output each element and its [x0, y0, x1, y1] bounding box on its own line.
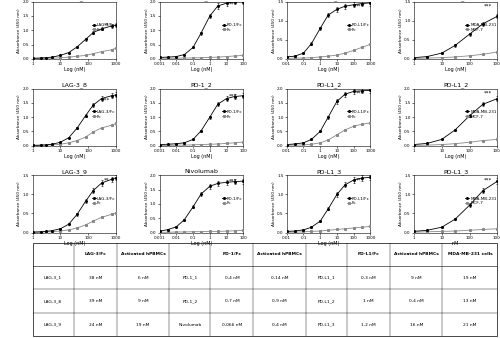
Text: 0,4 nM: 0,4 nM: [409, 299, 424, 303]
X-axis label: Log (nM): Log (nM): [318, 154, 339, 159]
Legend: PD-L1/Fc, Fc: PD-L1/Fc, Fc: [346, 110, 370, 119]
Text: **: **: [104, 177, 109, 182]
Legend: MDA-MB-231, MCF-7: MDA-MB-231, MCF-7: [465, 196, 497, 206]
Legend: LAG-3/Fc, Fc: LAG-3/Fc, Fc: [92, 196, 116, 206]
Title: LAG-3_9: LAG-3_9: [62, 169, 88, 175]
Y-axis label: Absorbance (450 nm): Absorbance (450 nm): [144, 182, 148, 226]
Text: 13 nM: 13 nM: [464, 299, 476, 303]
Title: LAG-3_1: LAG-3_1: [62, 0, 88, 1]
Text: 6 nM: 6 nM: [138, 276, 148, 280]
Text: PD-1/Fc: PD-1/Fc: [222, 252, 242, 257]
Legend: LAG-3/Fc, Fc: LAG-3/Fc, Fc: [92, 110, 116, 119]
Text: Activated hPBMCs: Activated hPBMCs: [257, 252, 302, 257]
Title: PD-1_2: PD-1_2: [190, 82, 212, 88]
Text: 16 nM: 16 nM: [410, 322, 423, 327]
Text: ***: ***: [229, 1, 237, 6]
Text: ***: ***: [484, 90, 492, 95]
X-axis label: Log (nM): Log (nM): [191, 67, 212, 72]
Title: PD-L1_2: PD-L1_2: [443, 82, 468, 88]
Text: LAG-3/Fc: LAG-3/Fc: [84, 252, 106, 257]
Text: LAG-3_9: LAG-3_9: [44, 322, 62, 327]
X-axis label: Log (nM): Log (nM): [318, 67, 339, 72]
X-axis label: Log (nM): Log (nM): [191, 154, 212, 159]
Text: 0,14 nM: 0,14 nM: [271, 276, 288, 280]
Legend: PD-1/Fc, Fc: PD-1/Fc, Fc: [222, 23, 243, 32]
Text: PD-1_2: PD-1_2: [182, 299, 198, 303]
Text: 9 nM: 9 nM: [138, 299, 148, 303]
Text: ***: ***: [356, 3, 364, 8]
Text: ***: ***: [229, 179, 237, 184]
Text: 1 nM: 1 nM: [364, 299, 374, 303]
Y-axis label: Absorbance (450 nm): Absorbance (450 nm): [399, 95, 403, 140]
Text: LAG-3_8: LAG-3_8: [44, 299, 62, 303]
Text: 0,7 nM: 0,7 nM: [224, 299, 240, 303]
Legend: MDA-MB-231, MCF-7: MDA-MB-231, MCF-7: [465, 23, 497, 32]
Text: 19 nM: 19 nM: [464, 276, 476, 280]
Title: PD-L1_1: PD-L1_1: [443, 0, 468, 1]
Text: PD-L1/Fc: PD-L1/Fc: [358, 252, 380, 257]
Text: **: **: [104, 22, 109, 27]
Legend: LAG-3/Fc, Fc: LAG-3/Fc, Fc: [92, 23, 116, 32]
Text: 9 nM: 9 nM: [411, 276, 422, 280]
Title: PD-L1_2: PD-L1_2: [316, 82, 341, 88]
Text: 24 nM: 24 nM: [88, 322, 102, 327]
Text: 0,9 nM: 0,9 nM: [272, 299, 287, 303]
X-axis label: Log (nM): Log (nM): [64, 241, 85, 246]
X-axis label: Log (nM): Log (nM): [64, 154, 85, 159]
Text: 19 nM: 19 nM: [136, 322, 149, 327]
Text: 39 nM: 39 nM: [88, 299, 102, 303]
Text: LAG-3_1: LAG-3_1: [44, 276, 62, 280]
Text: PD-L1_2: PD-L1_2: [318, 299, 335, 303]
Text: 0,4 nM: 0,4 nM: [224, 276, 240, 280]
X-axis label: Log (nM): Log (nM): [64, 67, 85, 72]
Text: 38 nM: 38 nM: [88, 276, 102, 280]
Text: PD-L1_1: PD-L1_1: [318, 276, 335, 280]
Legend: MDA-MB-231, MCF-7: MDA-MB-231, MCF-7: [465, 110, 497, 119]
X-axis label: Log (nM): Log (nM): [318, 241, 339, 246]
Text: 0,4 nM: 0,4 nM: [272, 322, 287, 327]
Y-axis label: Absorbance (450 nm): Absorbance (450 nm): [272, 8, 276, 53]
Text: ***: ***: [484, 3, 492, 8]
Legend: PD-1/Fc, Fc: PD-1/Fc, Fc: [222, 110, 243, 119]
Text: ***: ***: [484, 177, 492, 182]
Y-axis label: Absorbance (450 nm): Absorbance (450 nm): [18, 95, 21, 140]
Y-axis label: Absorbance (450 nm): Absorbance (450 nm): [144, 95, 148, 140]
Title: LAG-3_8: LAG-3_8: [62, 82, 88, 88]
Y-axis label: Absorbance (450 nm): Absorbance (450 nm): [144, 8, 148, 53]
Text: PD-L1_3: PD-L1_3: [318, 322, 335, 327]
Title: Nivolumab: Nivolumab: [184, 169, 218, 174]
Text: ***: ***: [102, 98, 110, 103]
Text: MDA-MB-231 cells: MDA-MB-231 cells: [448, 252, 492, 257]
Text: 0,3 nM: 0,3 nM: [361, 276, 376, 280]
Legend: PD-L1/Fc, Fc: PD-L1/Fc, Fc: [346, 23, 370, 32]
X-axis label: Log (nM): Log (nM): [445, 67, 466, 72]
X-axis label: Log (nM): Log (nM): [445, 154, 466, 159]
Text: Activated hPBMCs: Activated hPBMCs: [120, 252, 166, 257]
Title: PD-1_1: PD-1_1: [190, 0, 212, 1]
X-axis label: Log (nM): Log (nM): [191, 241, 212, 246]
Text: ***: ***: [229, 94, 237, 99]
Text: Activated hPBMCs: Activated hPBMCs: [394, 252, 438, 257]
Title: PD-L1_3: PD-L1_3: [316, 169, 341, 175]
Y-axis label: Absorbance (450 nm): Absorbance (450 nm): [399, 182, 403, 226]
Legend: PD-L1/Fc, Fc: PD-L1/Fc, Fc: [346, 196, 370, 206]
Text: ***: ***: [356, 90, 364, 95]
Y-axis label: Absorbance (450 nm): Absorbance (450 nm): [272, 95, 276, 140]
Text: 1,2 nM: 1,2 nM: [361, 322, 376, 327]
Y-axis label: Absorbance (450 nm): Absorbance (450 nm): [272, 182, 276, 226]
X-axis label: nM: nM: [452, 241, 460, 246]
Text: ***: ***: [356, 177, 364, 182]
Y-axis label: Absorbance (450 nm): Absorbance (450 nm): [399, 8, 403, 53]
Legend: PD-1/Fc, Fc: PD-1/Fc, Fc: [222, 196, 243, 206]
Y-axis label: Absorbance (450 nm): Absorbance (450 nm): [18, 8, 21, 53]
Text: PD-1_1: PD-1_1: [182, 276, 198, 280]
Y-axis label: Absorbance (450 nm): Absorbance (450 nm): [18, 182, 21, 226]
Text: 21 nM: 21 nM: [464, 322, 476, 327]
Text: Nivolumab: Nivolumab: [178, 322, 202, 327]
Title: PD-L1_1: PD-L1_1: [316, 0, 341, 1]
Text: 0,066 nM: 0,066 nM: [222, 322, 242, 327]
Title: PD-L1_3: PD-L1_3: [443, 169, 468, 175]
